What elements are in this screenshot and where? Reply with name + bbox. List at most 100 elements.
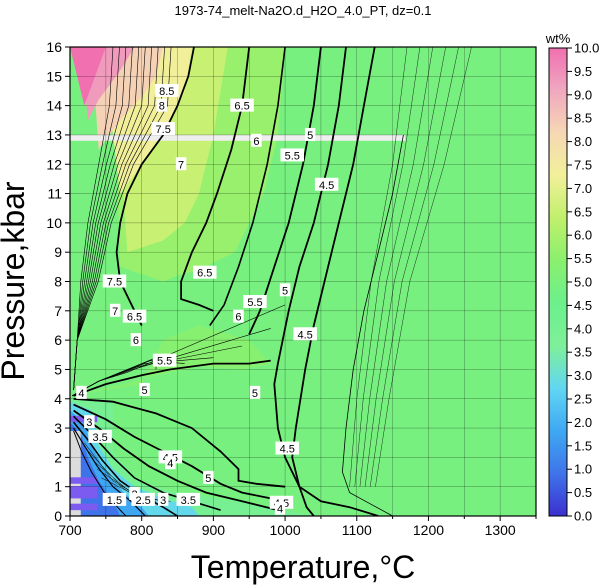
y-tick-label: 7	[54, 303, 62, 319]
colorbar-scale	[548, 47, 568, 517]
contour-4.5	[291, 47, 379, 516]
contour-label-bg	[175, 157, 187, 171]
contour-label-bg	[176, 492, 201, 506]
contour-label: 4.5	[280, 444, 295, 456]
contour-label-bg	[230, 98, 254, 112]
contour-label: 5	[252, 388, 258, 400]
contour-label-bg	[203, 470, 214, 484]
y-tick-label: 8	[54, 274, 62, 290]
contour-label-bg	[251, 133, 262, 147]
contour-6	[209, 47, 286, 326]
contour-label: 5	[307, 130, 313, 142]
x-tick-label: 1000	[269, 522, 300, 538]
colorbar-tick-label: 9.0	[574, 87, 592, 102]
contour-3-low	[72, 421, 178, 516]
contour-label-bg	[304, 127, 316, 141]
contour-7	[115, 47, 195, 326]
contour-label: 7.5	[107, 277, 122, 289]
contour-thin	[375, 47, 472, 487]
contour-label: 8.5	[159, 86, 174, 98]
contour-label-bg	[293, 327, 317, 341]
contour-thin	[359, 47, 433, 487]
contour-label-bg	[156, 98, 168, 112]
contour-label-bg	[109, 303, 121, 317]
contour-5-low	[73, 397, 286, 488]
contour-label: 1.5	[107, 495, 122, 507]
contour-label-bg	[139, 382, 150, 396]
contour-label: 3.5	[181, 495, 196, 507]
y-tick-label: 14	[46, 98, 62, 114]
contour-label: 5.5	[285, 150, 300, 162]
contour-5.5-low	[73, 359, 271, 397]
chart-title: 1973-74_melt-Na2O.d_H2O_4.0_PT, dz=0.1	[175, 3, 432, 18]
contour-thin	[370, 47, 459, 487]
x-axis-title: Temperature,°C	[191, 549, 415, 585]
colorbar: wt% 0.0 0.5 1.0 1.5 2.0 2.5 3.0 3.5 4.0 4.5 5.0 5.5…	[545, 31, 600, 524]
no-data-strip	[70, 415, 98, 423]
colorbar-tick-label: 2.5	[574, 392, 592, 407]
contour-label: 6	[235, 312, 241, 324]
contour-label: 5.5	[247, 297, 262, 309]
contour-4.5-low	[73, 403, 286, 508]
colorbar-tick-label: 7.5	[574, 158, 592, 173]
colorbar-tick-label: 5.5	[574, 251, 592, 266]
y-tick-label: 6	[54, 332, 62, 348]
contour-thin	[364, 47, 446, 487]
contour-label: 8	[159, 101, 165, 113]
contour-label-bg	[314, 177, 339, 191]
contour-label: 4	[277, 504, 283, 516]
y-tick-label: 10	[46, 215, 62, 231]
contour-5.5	[248, 47, 322, 335]
contour-label: 6.5	[197, 268, 212, 280]
colorbar-tick-label: 4.0	[574, 321, 592, 336]
contour-label: 4	[78, 388, 84, 400]
x-tick-label: 1200	[413, 522, 444, 538]
x-tick-label: 900	[202, 522, 226, 538]
contour-label-bg	[157, 492, 169, 506]
contour-label: 5	[205, 473, 211, 485]
colorbar-tick-label: 0.0	[574, 509, 592, 524]
contour-label: 7	[178, 159, 184, 171]
no-data-band	[70, 134, 406, 141]
contour-label: 3.5	[92, 432, 107, 444]
contour-label-bg	[274, 501, 286, 515]
y-tick-label: 13	[46, 127, 62, 143]
colorbar-tick-label: 1.5	[574, 438, 592, 453]
no-data-region	[70, 430, 81, 516]
contour-thin	[354, 47, 421, 487]
contour-label-bg	[233, 309, 244, 323]
contour-label: 6	[133, 335, 139, 347]
contour-label-bg	[131, 492, 155, 506]
colorbar-tick-label: 0.5	[574, 485, 592, 500]
x-tick-label: 800	[130, 522, 154, 538]
contour-label-bg	[151, 122, 175, 136]
y-tick-label: 15	[46, 68, 62, 84]
x-tick-label: 1100	[342, 522, 372, 538]
contour-label-bg	[122, 309, 147, 323]
contour-label-bg	[102, 274, 127, 288]
y-tick-label: 12	[46, 156, 62, 172]
contour-label: 6.5	[234, 101, 249, 113]
x-tick-label: 700	[58, 522, 82, 538]
y-tick-label: 5	[54, 361, 62, 377]
no-data-strip	[70, 491, 98, 499]
colorbar-tick-label: 8.0	[574, 134, 592, 149]
y-axis-title: Pressure,kbar	[0, 181, 31, 381]
colorbar-tick-label: 2.0	[574, 415, 592, 430]
contour-label-bg	[102, 492, 127, 506]
no-data-strip	[70, 503, 98, 511]
colorbar-tick-label: 7.0	[574, 181, 592, 196]
colorbar-tick-label: 4.5	[574, 298, 592, 313]
colorbar-tick-label: 9.5	[574, 64, 592, 79]
contour-label: 4.5	[298, 329, 313, 341]
y-tick-label: 4	[54, 391, 62, 407]
y-tick-label: 11	[47, 186, 62, 202]
contour-label-bg	[275, 441, 299, 455]
colorbar-tick-label: 6.5	[574, 204, 592, 219]
y-tick-label: 2	[54, 449, 62, 465]
contour-4.4	[341, 134, 404, 516]
contour-label: 6.5	[127, 312, 142, 324]
contour-label: 3	[160, 495, 166, 507]
contour-label-bg	[243, 295, 267, 309]
